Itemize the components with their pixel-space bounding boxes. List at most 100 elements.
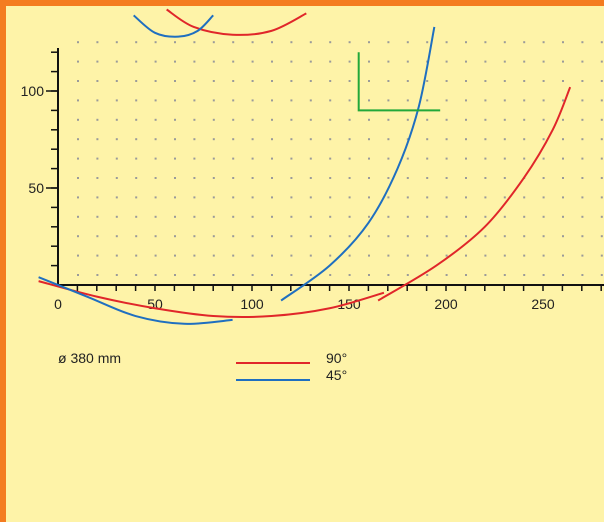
grid-dot <box>542 157 545 160</box>
grid-dot <box>309 60 312 63</box>
x-tick-label: 250 <box>531 296 555 312</box>
grid-dot <box>309 138 312 141</box>
grid-dot <box>387 254 390 257</box>
grid-dot <box>212 274 215 276</box>
grid-dot <box>600 41 603 44</box>
grid-dot <box>503 80 506 82</box>
grid-dot <box>406 157 409 160</box>
grid-dot <box>251 274 254 276</box>
grid-dot <box>212 60 215 63</box>
grid-dot <box>251 157 254 160</box>
grid-dot <box>581 177 584 179</box>
grid <box>77 41 603 276</box>
grid-dot <box>271 235 273 238</box>
grid-dot <box>542 196 545 199</box>
grid-dot <box>600 118 603 121</box>
grid-dot <box>193 80 196 82</box>
grid-dot <box>348 80 351 82</box>
grid-dot <box>503 157 506 160</box>
grid-dot <box>368 254 370 257</box>
grid-dot <box>174 235 176 238</box>
grid-dot <box>523 138 526 141</box>
grid-dot <box>212 118 215 121</box>
grid-dot <box>212 196 215 199</box>
grid-dot <box>135 215 138 218</box>
grid-dot <box>77 177 79 179</box>
grid-dot <box>523 99 526 102</box>
grid-dot <box>154 215 157 218</box>
grid-dot <box>232 99 235 102</box>
grid-dot <box>406 118 409 121</box>
grid-dot <box>523 196 526 199</box>
grid-dot <box>562 254 564 257</box>
grid-dot <box>96 99 99 102</box>
grid-dot <box>484 99 487 102</box>
grid-dot <box>600 157 603 160</box>
grid-dot <box>581 274 584 276</box>
grid-dot <box>232 177 235 179</box>
grid-dot <box>426 80 429 82</box>
grid-dot <box>329 99 332 102</box>
grid-dot <box>174 157 176 160</box>
grid-dot <box>406 177 409 179</box>
grid-dot <box>232 215 235 218</box>
grid-dot <box>271 215 273 218</box>
grid-dot <box>562 60 564 63</box>
legend: ø 380 mm 90° 45° <box>58 350 347 383</box>
grid-dot <box>290 235 293 238</box>
green-marker <box>357 52 441 112</box>
grid-dot <box>309 41 312 44</box>
grid-dot <box>212 235 215 238</box>
grid-dot <box>387 118 390 121</box>
grid-dot <box>115 254 118 257</box>
grid-dot <box>154 235 157 238</box>
grid-dot <box>484 254 487 257</box>
grid-dot <box>445 215 448 218</box>
grid-dot <box>212 177 215 179</box>
series-1-arc-2 <box>133 14 214 38</box>
grid-dot <box>212 254 215 257</box>
grid-dot <box>96 274 99 276</box>
grid-dot <box>193 60 196 63</box>
grid-dot <box>135 157 138 160</box>
grid-dot <box>484 138 487 141</box>
grid-dot <box>154 99 157 102</box>
grid-dot <box>290 177 293 179</box>
grid-dot <box>290 274 293 276</box>
legend-label-45: 45° <box>326 367 347 383</box>
grid-dot <box>581 254 584 257</box>
grid-dot <box>562 118 564 121</box>
grid-dot <box>309 157 312 160</box>
grid-dot <box>387 274 390 276</box>
grid-dot <box>484 118 487 121</box>
grid-dot <box>290 80 293 82</box>
grid-dot <box>368 274 370 276</box>
grid-dot <box>562 215 564 218</box>
grid-dot <box>309 274 312 276</box>
grid-dot <box>445 157 448 160</box>
grid-dot <box>542 177 545 179</box>
grid-dot <box>503 215 506 218</box>
grid-dot <box>115 138 118 141</box>
legend-label-90: 90° <box>326 350 347 366</box>
grid-dot <box>503 196 506 199</box>
grid-dot <box>368 99 370 102</box>
grid-dot <box>581 60 584 63</box>
grid-dot <box>251 196 254 199</box>
grid-dot <box>115 118 118 121</box>
grid-dot <box>484 274 487 276</box>
grid-dot <box>348 41 351 44</box>
grid-dot <box>77 41 79 44</box>
grid-dot <box>154 254 157 257</box>
grid-dot <box>542 138 545 141</box>
grid-dot <box>426 138 429 141</box>
grid-dot <box>368 235 370 238</box>
grid-dot <box>348 254 351 257</box>
grid-dot <box>212 157 215 160</box>
grid-dot <box>290 99 293 102</box>
grid-dot <box>290 41 293 44</box>
grid-dot <box>96 80 99 82</box>
grid-dot <box>406 138 409 141</box>
